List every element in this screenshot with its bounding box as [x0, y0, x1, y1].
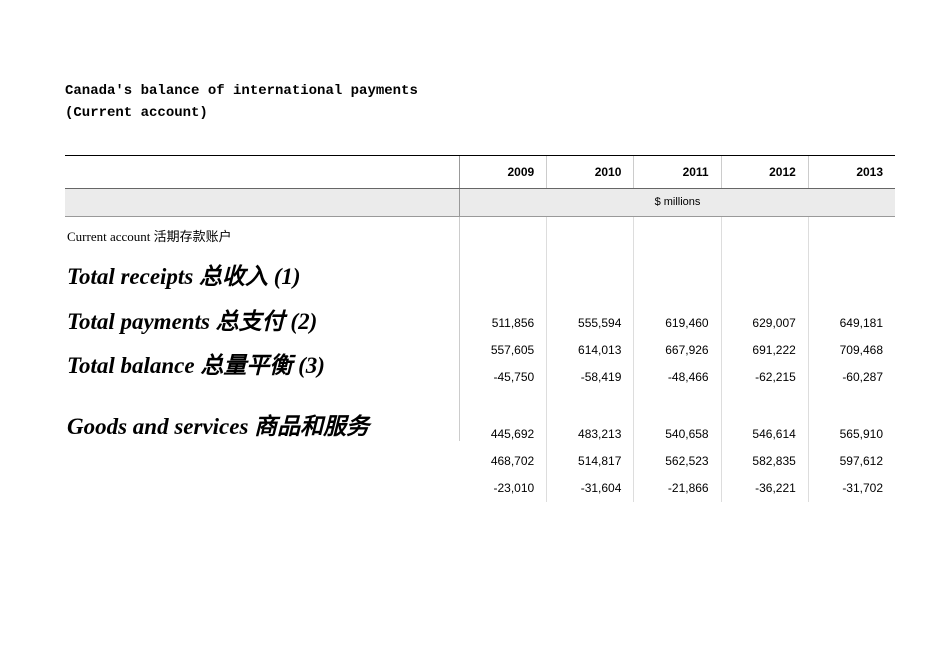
year-col-2011: 2011 — [634, 156, 721, 188]
val-col-2013: 649,181 709,468 -60,287 565,910 597,612 … — [809, 255, 895, 502]
year-col-2009: 2009 — [460, 156, 547, 188]
val-col-2009: 511,856 557,605 -45,750 445,692 468,702 … — [460, 255, 547, 502]
title-line-1: Canada's balance of international paymen… — [65, 80, 895, 102]
year-col-2012: 2012 — [722, 156, 809, 188]
cell: -58,419 — [547, 364, 633, 391]
payments-table: 2009 2010 2011 2012 2013 $ millions Curr… — [65, 155, 895, 502]
cell: 514,817 — [547, 448, 633, 475]
title-line-2: (Current account) — [65, 102, 895, 124]
values-area: 511,856 557,605 -45,750 445,692 468,702 … — [460, 255, 895, 502]
cell: 565,910 — [809, 421, 895, 448]
units-row: $ millions — [65, 189, 895, 217]
cell: 619,460 — [634, 310, 720, 337]
section-col — [460, 217, 547, 255]
cell: 691,222 — [722, 337, 808, 364]
label-total-payments: Total payments 总支付 (2) — [65, 300, 459, 345]
section-label: Current account 活期存款账户 — [65, 217, 460, 255]
val-col-2012: 629,007 691,222 -62,215 546,614 582,835 … — [722, 255, 809, 502]
section-col — [722, 217, 809, 255]
cell: 649,181 — [809, 310, 895, 337]
cell: 562,523 — [634, 448, 720, 475]
val-col-2011: 619,460 667,926 -48,466 540,658 562,523 … — [634, 255, 721, 502]
cell: 709,468 — [809, 337, 895, 364]
cell: -45,750 — [460, 364, 546, 391]
cell: -21,866 — [634, 475, 720, 502]
year-col-2010: 2010 — [547, 156, 634, 188]
cell: 468,702 — [460, 448, 546, 475]
label-total-balance: Total balance 总量平衡 (3) — [65, 344, 459, 389]
section-col — [634, 217, 721, 255]
cell: 445,692 — [460, 421, 546, 448]
section-row: Current account 活期存款账户 — [65, 217, 895, 255]
cell: 555,594 — [547, 310, 633, 337]
section-col — [809, 217, 895, 255]
label-goods-services: Goods and services 商品和服务 — [65, 407, 459, 441]
units-spacer — [65, 189, 460, 216]
cell: -62,215 — [722, 364, 808, 391]
cell: 582,835 — [722, 448, 808, 475]
section-col — [547, 217, 634, 255]
cell: -48,466 — [634, 364, 720, 391]
cell: 511,856 — [460, 310, 546, 337]
document-header: Canada's balance of international paymen… — [65, 80, 895, 125]
year-header-spacer — [65, 156, 460, 188]
cell: 546,614 — [722, 421, 808, 448]
group1-labels: Total receipts 总收入 (1) Total payments 总支… — [65, 255, 460, 442]
year-header-row: 2009 2010 2011 2012 2013 — [65, 155, 895, 189]
cell: 483,213 — [547, 421, 633, 448]
cell: 540,658 — [634, 421, 720, 448]
cell: 614,013 — [547, 337, 633, 364]
year-col-2013: 2013 — [809, 156, 895, 188]
label-total-receipts: Total receipts 总收入 (1) — [65, 255, 459, 300]
cell: -60,287 — [809, 364, 895, 391]
cell: -31,702 — [809, 475, 895, 502]
units-label: $ millions — [460, 196, 895, 208]
cell: 557,605 — [460, 337, 546, 364]
data-group-1: Total receipts 总收入 (1) Total payments 总支… — [65, 255, 895, 502]
cell: -36,221 — [722, 475, 808, 502]
cell: 667,926 — [634, 337, 720, 364]
val-col-2010: 555,594 614,013 -58,419 483,213 514,817 … — [547, 255, 634, 502]
cell: 597,612 — [809, 448, 895, 475]
cell: -31,604 — [547, 475, 633, 502]
cell: 629,007 — [722, 310, 808, 337]
cell: -23,010 — [460, 475, 546, 502]
